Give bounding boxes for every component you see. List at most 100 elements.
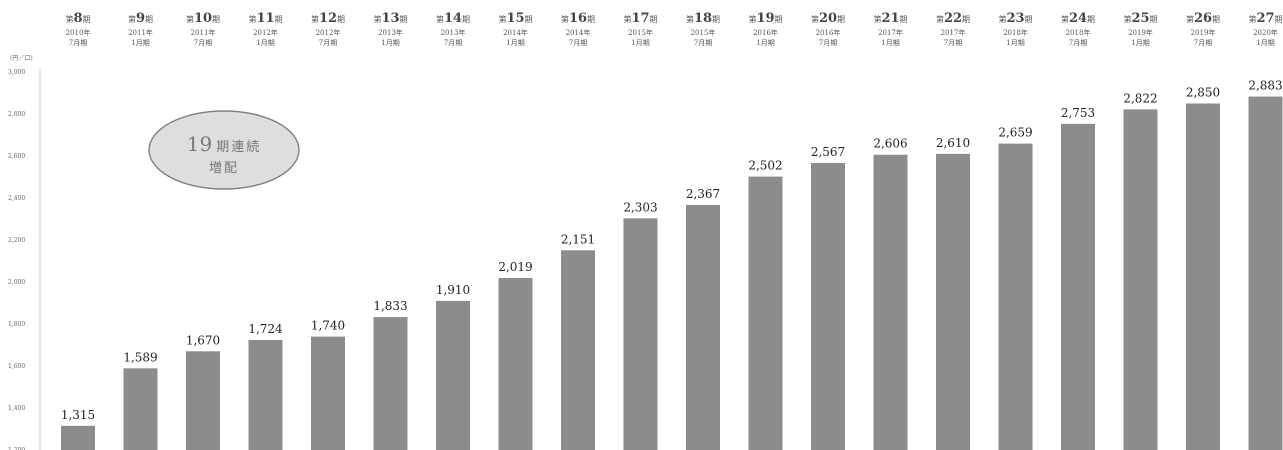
period-suffix: 期 bbox=[962, 15, 970, 24]
period-prefix: 第 bbox=[373, 14, 381, 24]
period-title: 第16期 bbox=[561, 11, 595, 26]
period-number: 12 bbox=[319, 11, 337, 26]
bar-value-label: 1,910 bbox=[436, 283, 470, 297]
period-number: 20 bbox=[819, 11, 837, 26]
period-number: 17 bbox=[631, 11, 649, 26]
period-suffix: 期 bbox=[1087, 15, 1095, 24]
bar-value-label: 1,589 bbox=[123, 350, 157, 364]
bar-value-label: 1,740 bbox=[311, 319, 345, 333]
bar bbox=[748, 176, 783, 450]
bar bbox=[61, 425, 95, 450]
bar bbox=[311, 336, 345, 450]
y-tick-label: 2,400 bbox=[8, 195, 25, 202]
period-prefix: 第 bbox=[998, 14, 1006, 24]
period-number: 11 bbox=[256, 11, 274, 26]
bar-value-label: 2,659 bbox=[998, 126, 1032, 140]
period-title: 第23期 bbox=[998, 11, 1032, 26]
period-year: 2011年 bbox=[128, 28, 153, 37]
bar bbox=[936, 153, 970, 450]
callout-bubble bbox=[148, 110, 300, 190]
period-header-group: 第8期2010年7月期第9期2011年1月期第10期2011年7月期第11期20… bbox=[65, 11, 1282, 47]
period-number: 23 bbox=[1006, 11, 1024, 26]
bar bbox=[1248, 96, 1283, 450]
bar-value-label: 2,850 bbox=[1186, 86, 1220, 100]
period-month: 1月期 bbox=[381, 39, 399, 47]
period-suffix: 期 bbox=[775, 15, 783, 24]
period-number: 15 bbox=[506, 11, 524, 26]
callout-line1: 19 期連続 bbox=[187, 132, 261, 156]
bar-value-label: 1,670 bbox=[186, 333, 220, 347]
period-year: 2013年 bbox=[378, 28, 403, 37]
period-title: 第24期 bbox=[1061, 11, 1095, 26]
period-month: 7月期 bbox=[819, 39, 837, 47]
period-title: 第21期 bbox=[873, 11, 907, 26]
bar-value-label: 2,019 bbox=[498, 260, 532, 274]
period-title: 第11期 bbox=[248, 11, 282, 26]
period-suffix: 期 bbox=[462, 15, 470, 24]
period-suffix: 期 bbox=[145, 15, 153, 24]
bar bbox=[623, 218, 658, 450]
y-tick-label: 1,600 bbox=[8, 363, 25, 370]
period-prefix: 第 bbox=[186, 14, 194, 24]
period-title: 第18期 bbox=[686, 11, 720, 26]
bar bbox=[686, 204, 720, 450]
period-title: 第17期 bbox=[623, 11, 657, 26]
bar bbox=[811, 162, 845, 450]
bar bbox=[436, 300, 470, 450]
bar-value-label: 1,315 bbox=[61, 408, 95, 422]
bar-value-label: 2,502 bbox=[748, 159, 782, 173]
period-month: 7月期 bbox=[944, 39, 962, 47]
period-number: 26 bbox=[1194, 11, 1212, 26]
period-prefix: 第 bbox=[1186, 14, 1194, 24]
bar-group bbox=[61, 96, 1283, 450]
bar bbox=[1186, 103, 1220, 450]
period-title: 第10期 bbox=[186, 11, 220, 26]
period-number: 22 bbox=[944, 11, 962, 26]
period-number: 25 bbox=[1131, 11, 1149, 26]
period-month: 7月期 bbox=[444, 39, 462, 47]
bar bbox=[123, 368, 158, 450]
bar-value-label: 2,883 bbox=[1248, 79, 1282, 93]
bar bbox=[373, 317, 408, 450]
period-prefix: 第 bbox=[623, 14, 631, 24]
period-prefix: 第 bbox=[936, 14, 944, 24]
period-month: 1月期 bbox=[631, 39, 649, 47]
period-prefix: 第 bbox=[873, 14, 881, 24]
period-year: 2011年 bbox=[191, 28, 216, 37]
bar bbox=[498, 278, 533, 450]
bar-value-label: 2,610 bbox=[936, 136, 970, 150]
period-title: 第15期 bbox=[498, 11, 532, 26]
period-number: 16 bbox=[569, 11, 587, 26]
period-number: 13 bbox=[381, 11, 399, 26]
period-suffix: 期 bbox=[837, 15, 845, 24]
period-number: 27 bbox=[1256, 11, 1274, 26]
period-prefix: 第 bbox=[65, 14, 73, 24]
period-number: 21 bbox=[881, 11, 899, 26]
period-year: 2012年 bbox=[316, 28, 341, 37]
period-year: 2019年 bbox=[1128, 28, 1153, 37]
bar bbox=[998, 143, 1033, 450]
bar bbox=[1061, 123, 1095, 450]
period-title: 第14期 bbox=[436, 11, 470, 26]
period-suffix: 期 bbox=[83, 15, 91, 24]
period-number: 24 bbox=[1069, 11, 1087, 26]
period-year: 2016年 bbox=[753, 28, 778, 37]
y-tick-label: 1,200 bbox=[8, 447, 25, 450]
period-month: 1月期 bbox=[1131, 39, 1149, 47]
unit-label: (円／口) bbox=[10, 55, 33, 62]
y-tick-label: 2,200 bbox=[8, 237, 25, 244]
period-number: 8 bbox=[73, 11, 82, 26]
bar-value-label: 2,567 bbox=[811, 145, 845, 159]
period-prefix: 第 bbox=[748, 14, 756, 24]
period-prefix: 第 bbox=[128, 14, 136, 24]
period-title: 第8期 bbox=[65, 11, 90, 26]
period-month: 7月期 bbox=[569, 39, 587, 47]
period-year: 2017年 bbox=[941, 28, 966, 37]
period-number: 10 bbox=[194, 11, 212, 26]
period-suffix: 期 bbox=[1025, 15, 1033, 24]
period-suffix: 期 bbox=[712, 15, 720, 24]
y-tick-label: 2,600 bbox=[8, 153, 25, 160]
period-suffix: 期 bbox=[1212, 15, 1220, 24]
bar-value-label: 1,724 bbox=[248, 322, 283, 336]
